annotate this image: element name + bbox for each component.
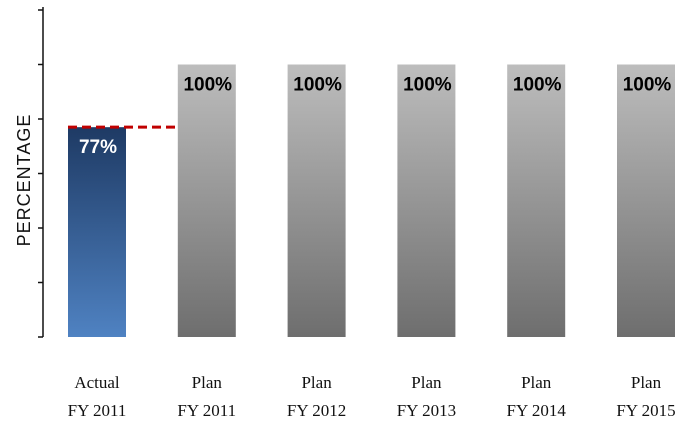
- data-labels: 77% 100% 100% 100% 100% 100%: [79, 75, 671, 159]
- bars: [68, 64, 675, 337]
- y-axis-title: PERCENTAGE: [14, 114, 34, 247]
- x-tick-label: Plan: [411, 373, 442, 392]
- data-label: 100%: [513, 75, 562, 96]
- x-tick-label: Plan: [192, 373, 223, 392]
- y-axis: [38, 7, 44, 338]
- data-label: 100%: [183, 75, 232, 96]
- x-tick-label: Plan: [631, 373, 662, 392]
- data-label: 77%: [79, 137, 117, 158]
- x-tick-label: FY 2011: [177, 401, 236, 420]
- bar-plan-1: [177, 64, 236, 337]
- bar-plan-5: [617, 64, 675, 337]
- x-tick-label: Plan: [521, 373, 552, 392]
- x-tick-label: FY 2014: [507, 401, 567, 420]
- bar-plan-4: [507, 64, 566, 337]
- x-tick-label: FY 2013: [397, 401, 456, 420]
- bar-plan-2: [287, 64, 346, 337]
- bar-actual-fy2011: [68, 127, 126, 337]
- x-tick-label: FY 2011: [68, 401, 127, 420]
- bar-plan-3: [397, 64, 456, 337]
- x-tick-label: Plan: [301, 373, 332, 392]
- x-tick-label: Actual: [74, 373, 120, 392]
- data-label: 100%: [403, 75, 452, 96]
- x-tick-label: FY 2012: [287, 401, 346, 420]
- x-tick-labels: Actual FY 2011 Plan FY 2011 Plan FY 2012 Plan F…: [68, 373, 676, 420]
- data-label: 100%: [623, 75, 672, 96]
- x-tick-label: FY 2015: [616, 401, 675, 420]
- data-label: 100%: [293, 75, 342, 96]
